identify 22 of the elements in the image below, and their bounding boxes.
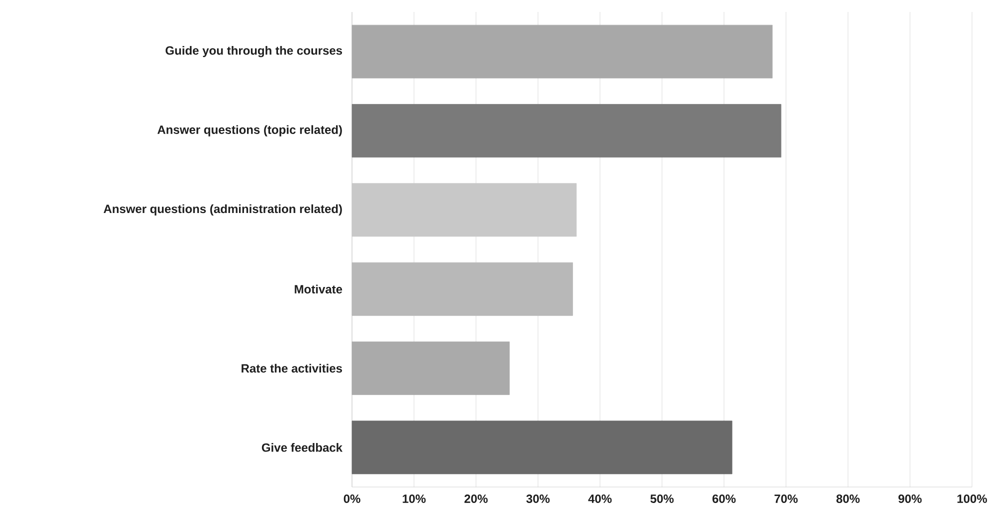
x-tick-label: 60% <box>712 494 736 503</box>
x-tick-label: 40% <box>588 494 612 503</box>
x-tick-label: 10% <box>402 494 426 503</box>
bar <box>352 342 510 395</box>
bar <box>352 420 732 474</box>
x-tick-label: 20% <box>464 494 488 503</box>
x-tick-label: 90% <box>898 494 922 503</box>
y-tick-label: Answer questions (topic related) <box>157 125 342 136</box>
y-tick-label: Rate the activities <box>242 364 342 373</box>
bar <box>352 24 773 78</box>
bar <box>352 262 573 316</box>
y-tick-label: Answer questions (administration related) <box>104 204 342 216</box>
x-tick-label: 70% <box>774 494 798 503</box>
x-tick-label: 0% <box>344 494 360 503</box>
x-tick-label: 100% <box>957 494 987 503</box>
y-tick-label: Motivate <box>294 284 342 294</box>
x-tick-label: 50% <box>650 494 674 503</box>
bar <box>352 104 782 158</box>
y-tick-label: Guide you through the courses <box>166 46 342 58</box>
x-tick-label: 30% <box>526 494 550 503</box>
y-tick-label: Give feedback <box>262 443 342 452</box>
x-tick-label: 80% <box>836 494 860 503</box>
